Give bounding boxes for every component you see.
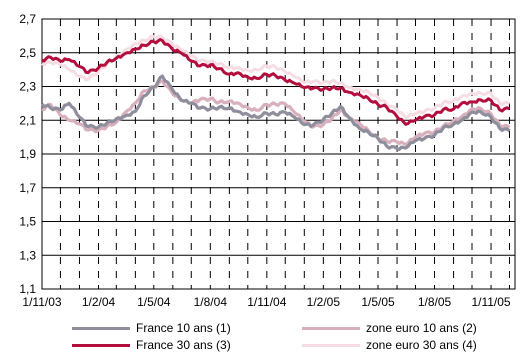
series-layer [40, 34, 511, 152]
horizontal-gridlines [42, 18, 515, 290]
x-tick-label: 1/11/03 [22, 295, 61, 309]
legend-item-france-30: France 30 ans (3) [72, 337, 231, 353]
y-tick-label: 2,3 [19, 80, 36, 94]
x-tick-label: 1/8/05 [418, 295, 452, 309]
series-line-euro-30 [41, 34, 511, 120]
legend-swatch-euro-30 [302, 343, 360, 347]
y-tick-label: 1,5 [19, 215, 36, 229]
y-tick-label: 1,7 [19, 181, 36, 195]
x-tick-label: 1/11/05 [471, 295, 510, 309]
legend-item-euro-30: zone euro 30 ans (4) [302, 337, 477, 353]
legend-swatch-france-30 [72, 343, 130, 347]
y-tick-label: 2,1 [19, 113, 36, 127]
y-tick-label: 1,1 [19, 282, 36, 296]
legend-label-france-30: France 30 ans (3) [136, 338, 231, 352]
x-tick-label: 1/5/05 [361, 295, 395, 309]
legend-swatch-france-10 [72, 326, 130, 330]
y-axis-tick-labels: 1,1 1,3 1,5 1,7 1,9 2,1 2,3 2,5 2,7 [19, 12, 36, 296]
x-tick-label: 1/2/05 [307, 295, 341, 309]
y-tick-label: 1,9 [19, 147, 36, 161]
legend-label-euro-10: zone euro 10 ans (2) [366, 321, 477, 335]
legend-item-france-10: France 10 ans (1) [72, 320, 231, 336]
x-tick-label: 1/2/04 [82, 295, 116, 309]
y-tick-label: 2,5 [19, 46, 36, 60]
x-tick-label: 1/8/04 [194, 295, 228, 309]
legend-label-france-10: France 10 ans (1) [136, 321, 231, 335]
legend-swatch-euro-10 [302, 326, 360, 330]
series-line-france-30 [41, 38, 511, 126]
x-tick-label: 1/11/04 [247, 295, 286, 309]
x-axis-tick-labels: 1/11/03 1/2/04 1/5/04 1/8/04 1/11/04 1/2/05 1/… [22, 295, 511, 309]
x-tick-label: 1/5/04 [137, 295, 171, 309]
legend-item-euro-10: zone euro 10 ans (2) [302, 320, 477, 336]
line-chart: 1,1 1,3 1,5 1,7 1,9 2,1 2,3 2,5 2,7 1/11/03 1/2/0… [19, 12, 516, 309]
legend-label-euro-30: zone euro 30 ans (4) [366, 338, 477, 352]
legend: France 10 ans (1) France 30 ans (3) zone… [0, 318, 523, 354]
y-tick-label: 2,7 [19, 12, 36, 26]
series-line-france-10 [40, 74, 511, 152]
y-tick-label: 1,3 [19, 248, 36, 262]
